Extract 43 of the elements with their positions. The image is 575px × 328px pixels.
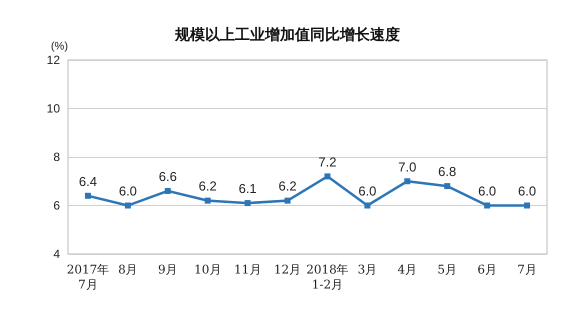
point bbox=[524, 202, 530, 208]
y-tick-label: 8 bbox=[53, 150, 60, 164]
point bbox=[84, 192, 91, 199]
x-tick-label: 4月 bbox=[397, 262, 418, 276]
y-axis-title: (%) bbox=[50, 40, 68, 52]
data-label: 7.2 bbox=[318, 154, 336, 170]
data-label: 6.0 bbox=[358, 184, 376, 198]
point bbox=[124, 202, 131, 208]
point bbox=[404, 178, 410, 184]
x-tick-label: 2017年 7月 bbox=[66, 262, 110, 292]
point bbox=[164, 188, 171, 194]
point bbox=[204, 198, 211, 204]
data-label: 7.0 bbox=[398, 159, 416, 174]
x-tick-label: 5月 bbox=[437, 262, 458, 276]
data-label: 6.0 bbox=[118, 184, 137, 198]
x-tick-label: 6月 bbox=[477, 262, 497, 276]
y-tick-label: 12 bbox=[46, 53, 60, 67]
y-tick-label: 6 bbox=[53, 198, 60, 212]
x-tick-label: 7月 bbox=[517, 262, 537, 276]
data-label: 6.6 bbox=[158, 168, 177, 184]
y-tick-label: 4 bbox=[53, 247, 60, 261]
point bbox=[444, 183, 450, 190]
data-label: 6.1 bbox=[238, 181, 257, 196]
x-tick-label: 8月 bbox=[118, 262, 138, 276]
data-label: 6.0 bbox=[518, 184, 536, 198]
x-tick-label: 12月 bbox=[274, 262, 302, 276]
data-label: 6.8 bbox=[438, 164, 456, 180]
data-label: 6.2 bbox=[198, 178, 217, 194]
x-tick-label: 10月 bbox=[194, 262, 222, 276]
y-tick-label: 10 bbox=[46, 102, 60, 116]
point bbox=[244, 200, 251, 206]
data-label: 6.4 bbox=[78, 174, 97, 189]
x-tick-label: 11月 bbox=[234, 262, 262, 276]
x-tick-label: 3月 bbox=[358, 262, 378, 276]
point bbox=[324, 173, 330, 180]
data-label: 6.0 bbox=[478, 184, 496, 198]
x-tick-label: 2018年 1-2月 bbox=[306, 262, 349, 292]
point bbox=[484, 202, 490, 208]
x-tick-label: 9月 bbox=[158, 262, 178, 276]
point bbox=[364, 202, 370, 208]
point bbox=[284, 198, 291, 204]
chart-title: 规模以上工业增加值同比增长速度 bbox=[174, 26, 400, 44]
data-label: 6.2 bbox=[278, 178, 297, 194]
